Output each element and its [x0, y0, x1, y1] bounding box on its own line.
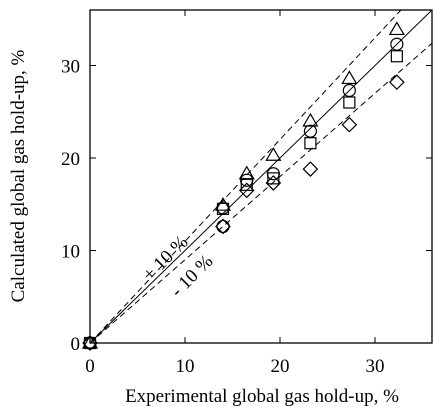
y-axis-label: Calculated global gas hold-up, %: [8, 49, 29, 302]
y-tick-label: 10: [61, 242, 80, 263]
x-tick-label: 20: [271, 356, 290, 377]
data-point-diamond: [302, 161, 319, 177]
x-tick-label: 10: [176, 356, 195, 377]
reference-line-solid-0: [89, 9, 433, 344]
data-point-square: [390, 50, 403, 63]
data-point-square: [343, 96, 356, 109]
data-point-triangle: [341, 70, 358, 85]
data-point-diamond: [82, 335, 98, 351]
data-point-triangle: [265, 147, 282, 161]
data-point-diamond: [341, 116, 358, 133]
y-tick-label: 30: [61, 57, 80, 78]
data-point-diamond: [265, 175, 282, 191]
data-point-diamond: [389, 74, 405, 90]
reference-lines: [89, 9, 433, 344]
data-point-diamond: [215, 218, 231, 235]
plot-frame: [89, 9, 433, 344]
data-markers: [81, 21, 405, 351]
data-point-triangle: [214, 196, 232, 211]
data-point-square: [216, 202, 230, 215]
x-tick-label: 0: [85, 356, 95, 377]
data-point-circle: [303, 124, 317, 138]
data-point-diamond: [238, 182, 255, 199]
y-tick-label: 0: [71, 334, 81, 355]
reference-line-dashed-1: [89, 9, 402, 344]
data-point-triangle: [302, 112, 319, 127]
reference-line-dashed-2: [89, 42, 433, 344]
data-point-square: [240, 178, 253, 191]
data-point-circle: [266, 167, 280, 181]
y-tick-label: 20: [61, 149, 80, 170]
data-point-circle: [216, 219, 230, 234]
tick-labels: 0 10 20 30 0 10 20 30: [61, 57, 385, 378]
data-point-square: [304, 137, 317, 150]
x-tick-label: 30: [366, 356, 385, 377]
data-point-square: [267, 172, 280, 185]
data-point-triangle: [388, 21, 405, 36]
data-point-square: [83, 336, 97, 350]
x-axis-label: Experimental global gas hold-up, %: [125, 386, 399, 407]
